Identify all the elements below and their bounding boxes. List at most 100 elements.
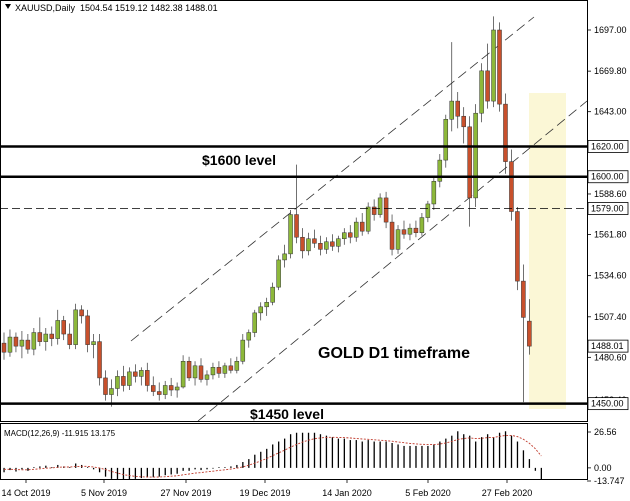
candle (234, 356, 240, 374)
macd-histogram-bar (510, 435, 513, 468)
macd-signal-line (4, 434, 542, 478)
macd-histogram-bar (278, 441, 280, 468)
macd-tick-label: 0.00 (594, 463, 612, 473)
candle (521, 264, 526, 403)
candle (455, 92, 460, 129)
channel-upper-line[interactable] (130, 16, 535, 342)
candle (264, 297, 269, 316)
candle (258, 302, 263, 321)
candle (312, 229, 317, 248)
candle (121, 365, 126, 392)
candle (61, 315, 66, 341)
macd-histogram-bar (45, 465, 47, 468)
macd-histogram-bar (463, 434, 465, 468)
macd-histogram-bar (57, 464, 59, 468)
candle-body-bear (145, 370, 150, 386)
candle (401, 220, 407, 239)
candle (330, 234, 335, 251)
dropdown-triangle-icon[interactable] (5, 4, 11, 9)
channel-lower-line[interactable] (197, 100, 587, 421)
candle (348, 225, 353, 244)
candle (25, 334, 31, 354)
candle (103, 370, 108, 401)
macd-histogram-bar (176, 467, 178, 474)
candle-body-bear (1, 342, 7, 353)
candle-body-bull (324, 241, 329, 250)
candle (91, 334, 96, 359)
macd-histogram-bar (534, 467, 537, 471)
candle (479, 63, 484, 123)
macd-histogram-bar (27, 467, 29, 471)
macd-histogram-bar (492, 437, 495, 468)
price-tag-label: 1620.00 (591, 141, 624, 151)
candle (156, 382, 162, 401)
candle-body-bear (37, 332, 43, 342)
candle-body-bear (401, 229, 407, 235)
candle (389, 214, 395, 256)
candle-body-bear (168, 385, 174, 391)
time-tick-label: 5 Feb 2020 (405, 488, 451, 498)
macd-histogram-bar (391, 442, 393, 468)
candle (383, 191, 389, 229)
price-tick-label: 1507.40 (594, 312, 627, 322)
candle-body-bear (413, 227, 419, 233)
candle-body-bear (25, 339, 31, 350)
candle (192, 361, 198, 386)
candle-body-bear (79, 309, 84, 317)
candle-body-bear (216, 367, 222, 374)
macd-histogram-bar (110, 467, 113, 479)
candle (31, 327, 37, 356)
macd-histogram-bar (122, 467, 125, 479)
candle-body-bull (270, 286, 275, 303)
time-tick-label: 14 Jan 2020 (322, 488, 372, 498)
candle-body-bull (240, 339, 246, 362)
macd-histogram-bar (313, 432, 316, 468)
macd-histogram-bar (295, 432, 298, 468)
candle-body-bull (479, 70, 484, 114)
macd-histogram-bar (486, 434, 489, 468)
candle (324, 237, 329, 254)
macd-histogram-bar (182, 467, 184, 471)
candle-body-bull (443, 118, 449, 161)
macd-histogram-bar (236, 464, 238, 468)
macd-histogram-bar (307, 432, 310, 468)
candle (365, 202, 371, 235)
candle (210, 362, 216, 380)
candle (127, 367, 132, 391)
macd-histogram-bar (212, 467, 214, 469)
macd-histogram-bar (361, 441, 363, 468)
candle-body-bull (7, 336, 13, 353)
candle-body-bull (365, 206, 371, 232)
macd-histogram-bar (349, 440, 351, 468)
candle (228, 358, 234, 374)
macd-histogram-bar (433, 444, 435, 468)
macd-histogram-bar (92, 467, 95, 470)
price-axis: 1697.00 1669.80 1643.00 1588.60 1561.80 1534.… (587, 25, 629, 411)
macd-histogram-bar (272, 444, 274, 468)
candle-body-bull (473, 112, 478, 199)
time-tick-label: 5 Nov 2019 (81, 488, 127, 498)
macd-histogram-bar (504, 431, 507, 468)
candle-body-bear (151, 385, 156, 392)
highlight-zone (529, 93, 566, 409)
price-tick-label: 1480.60 (594, 352, 627, 362)
macd-histogram-bar (427, 445, 429, 468)
candle (276, 255, 281, 291)
candle (139, 367, 144, 386)
candle-body-bear (97, 341, 102, 379)
candle-body-bear (198, 365, 204, 380)
candle-body-bear (61, 320, 66, 335)
macd-histogram-bar (343, 438, 345, 468)
candle-body-bull (73, 309, 78, 345)
candle-body-bull (258, 306, 263, 314)
macd-histogram-bar (516, 441, 519, 468)
candle-body-bear (133, 371, 138, 377)
candle-body-bear (49, 333, 55, 339)
macd-histogram-bar (3, 467, 5, 473)
candle-body-bull (264, 302, 269, 308)
price-tag-box (587, 397, 629, 411)
candle-body-bear (67, 333, 72, 345)
price-tag-box (587, 202, 629, 215)
candle-body-bear (348, 232, 353, 238)
